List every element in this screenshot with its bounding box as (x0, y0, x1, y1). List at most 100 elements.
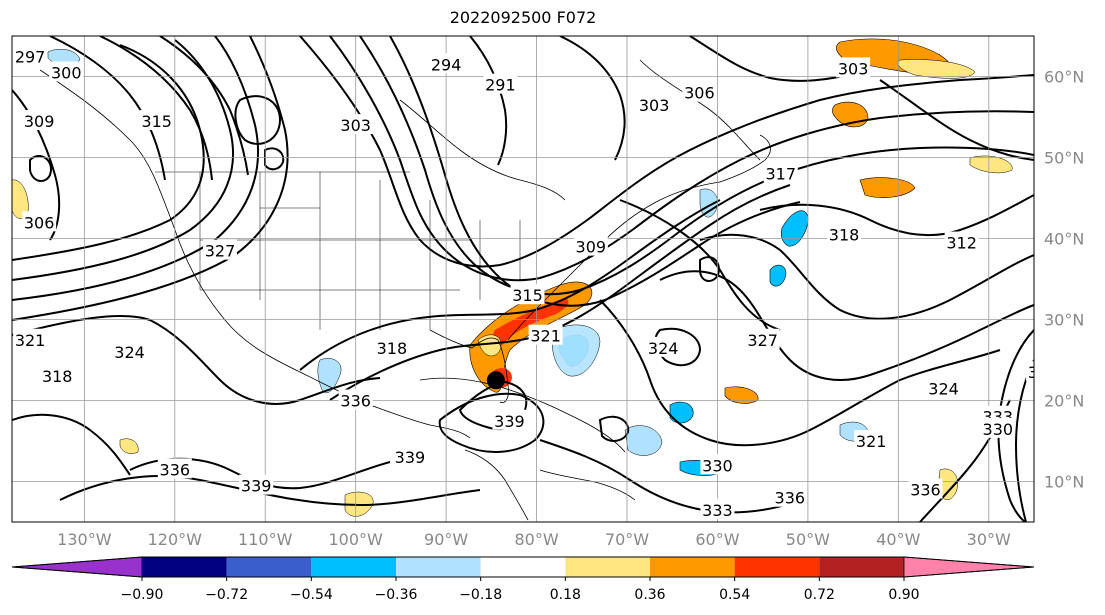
lon-tick-label-10: 30°W (967, 530, 1011, 549)
colorbar-tick-label-6: 0.36 (634, 587, 665, 603)
state-borders (155, 171, 521, 330)
contour-label-7: 324 (114, 343, 145, 362)
contour-label-bg-21 (926, 377, 961, 398)
lon-tick-label-2: 110°W (238, 530, 293, 549)
contour-label-bg-32 (573, 235, 608, 256)
contour-label-18: 336 (910, 481, 941, 500)
colorbar-bin-3 (396, 557, 481, 577)
contour-label-bg-28 (483, 73, 518, 94)
colorbar-bin-1 (226, 557, 312, 577)
contour-label-bg-26 (637, 93, 672, 114)
contour-label-13: 339 (241, 477, 272, 496)
lat-tick-label-2: 40°N (1044, 230, 1084, 249)
lon-tick-label-5: 80°W (514, 530, 558, 549)
contour-lines (12, 36, 1034, 522)
contour-label-31: 321 (530, 327, 561, 346)
contour-label-bg-0 (13, 45, 48, 66)
lon-tick-label-8: 50°W (786, 530, 830, 549)
red-shade-gulf (492, 298, 569, 346)
contour-label-5: 327 (205, 242, 236, 261)
contour-label-30: 303 (340, 116, 371, 135)
contour-label-37: 333 (1028, 363, 1059, 382)
contour-label-4: 306 (24, 213, 55, 232)
contour-label-24: 312 (946, 234, 977, 253)
contour-label-bg-1 (49, 61, 84, 82)
contour-label-26: 303 (639, 96, 670, 115)
contour-label-19: 324 (648, 339, 679, 358)
contour-label-bg-37 (1026, 361, 1034, 382)
yellow-shade-pacific-3 (119, 438, 139, 454)
blue-shade-midwest (699, 188, 718, 218)
contour-label-bg-19 (646, 336, 681, 357)
contour-label-14: 336 (160, 460, 191, 479)
blue-shade-central-2 (769, 264, 787, 287)
contour-label-16: 333 (702, 501, 733, 520)
colorbar-tick-label-4: −0.18 (459, 587, 502, 603)
map-frame (11, 35, 1035, 523)
contour-label-bg-30 (338, 114, 373, 135)
colorbar-tick-label-9: 0.90 (888, 587, 919, 603)
contour-label-12: 339 (395, 448, 426, 467)
contour-label-bg-24 (944, 231, 979, 252)
latitude-tick-labels: 60°N 50°N 40°N 30°N 20°N 10°N (1044, 68, 1084, 492)
contour-label-6: 321 (15, 331, 46, 350)
contour-label-bg-23 (827, 223, 862, 244)
contour-label-17: 336 (775, 489, 806, 508)
colorbar-tick-label-3: −0.36 (375, 587, 418, 603)
lon-tick-label-3: 100°W (329, 530, 384, 549)
contour-label-bg-4 (22, 211, 57, 232)
blue-shade-caribbean-2 (669, 401, 694, 424)
contour-label-bg-9 (374, 336, 409, 357)
contour-label-bg-33 (510, 284, 545, 305)
contour-label-32: 309 (576, 238, 607, 257)
blue-shade-caribbean (624, 425, 663, 456)
contour-label-bg-8 (40, 365, 75, 386)
contour-label-0: 297 (15, 47, 46, 66)
gridlines (12, 36, 1034, 522)
contour-label-bg-29 (429, 53, 464, 74)
lightblue-shade-atlantic (552, 324, 601, 377)
contour-label-bg-6 (13, 328, 48, 349)
map-title: 2022092500 F072 (449, 8, 597, 27)
colorbar-tick-label-5: 0.18 (550, 587, 581, 603)
contour-label-bg-3 (139, 110, 174, 131)
yellow-shade-ne-atlantic (897, 59, 976, 79)
contour-label-bg-11 (492, 409, 527, 430)
contour-label-2: 309 (24, 112, 55, 131)
colorbar-tick-label-1: −0.72 (205, 587, 248, 603)
contour-label-bg-2 (22, 110, 57, 131)
contour-label-bg-31 (528, 324, 563, 345)
contour-label-bg-25 (682, 81, 717, 102)
contour-label-29: 294 (431, 55, 462, 74)
contour-label-bg-17 (772, 486, 807, 507)
colorbar-tick-label-2: −0.54 (290, 587, 333, 603)
contour-label-15: 330 (702, 456, 733, 475)
colorbar-bin-0 (142, 557, 227, 577)
contour-label-bg-36 (980, 417, 1015, 438)
contour-label-bg-10 (338, 389, 373, 410)
contour-label-bg-34 (763, 162, 798, 183)
contour-label-bg-12 (392, 446, 427, 467)
contour-label-34: 317 (765, 165, 796, 184)
contour-label-36: 330 (983, 420, 1014, 439)
colorbar-bin-2 (311, 557, 396, 577)
contour-label-bg-16 (700, 498, 735, 519)
storm-center-marker (486, 371, 505, 390)
colorbar-tick-label-0: −0.90 (121, 587, 164, 603)
lon-tick-label-1: 120°W (148, 530, 203, 549)
colorbar-tick-labels: −0.90 −0.72 −0.54 −0.36 −0.18 0.18 0.36 0.54 0.7… (121, 577, 920, 603)
colorbar-bin-8 (819, 557, 904, 577)
contour-label-10: 336 (340, 392, 371, 411)
contour-label-20: 327 (747, 331, 778, 350)
contour-label-3: 315 (141, 112, 172, 131)
colorbar-tick-label-7: 0.54 (719, 587, 750, 603)
contour-label-1: 300 (51, 63, 82, 82)
lon-tick-label-9: 40°W (876, 530, 920, 549)
contour-label-bg-7 (112, 340, 147, 361)
contour-labels: 297 300 309 315 306 327 321 324 318 318 336 339 339 3… (13, 45, 1059, 520)
lat-tick-label-3: 30°N (1044, 311, 1084, 330)
contour-label-11: 339 (494, 412, 525, 431)
contour-label-9: 318 (377, 339, 408, 358)
lat-tick-label-4: 20°N (1044, 392, 1084, 411)
